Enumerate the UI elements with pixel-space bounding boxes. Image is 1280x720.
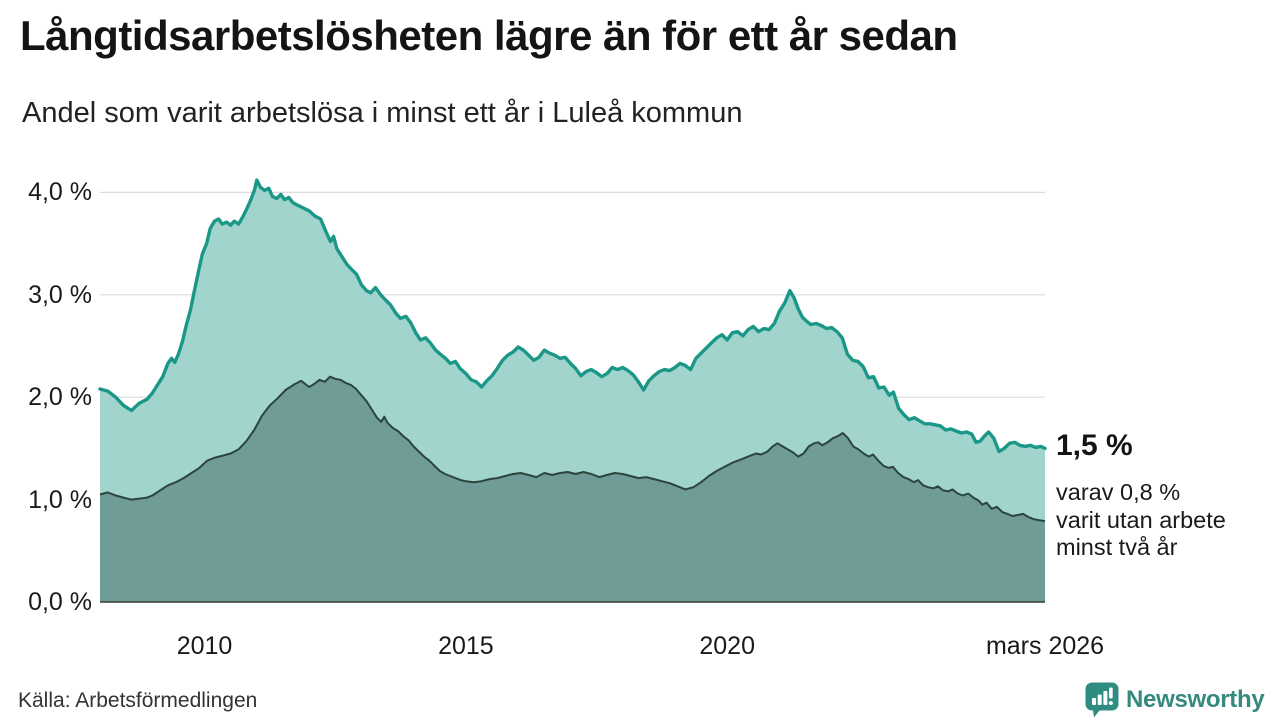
- x-axis-tick-label: 2015: [438, 632, 494, 660]
- chart-title: Långtidsarbetslösheten lägre än för ett …: [20, 12, 958, 59]
- newsworthy-logo-icon: [1085, 682, 1119, 718]
- chart-subtitle: Andel som varit arbetslösa i minst ett å…: [22, 97, 743, 129]
- y-axis-tick-label: 0,0 %: [28, 588, 92, 616]
- area-min-two-years: [100, 376, 1045, 602]
- y-axis-tick-label: 4,0 %: [28, 178, 92, 207]
- annotation-detail-line: minst två år: [1056, 534, 1178, 560]
- annotation-detail-line: varav 0,8 %: [1056, 479, 1181, 505]
- annotation-value-label: 1,5 %: [1056, 429, 1133, 462]
- newsworthy-logo: Newsworthy: [1085, 682, 1265, 718]
- source-label: Källa: Arbetsförmedlingen: [18, 689, 258, 712]
- y-axis-tick-label: 1,0 %: [28, 485, 92, 514]
- line-min-two-years: [99, 375, 1046, 523]
- x-axis-tick-label: 2020: [699, 632, 755, 660]
- x-axis-tick-label: mars 2026: [985, 632, 1105, 660]
- y-axis-tick-label: 3,0 %: [28, 280, 92, 309]
- annotation-detail-line: varit utan arbete: [1056, 506, 1226, 533]
- newsworthy-logo-text: Newsworthy: [1126, 686, 1265, 713]
- y-axis-tick-label: 2,0 %: [28, 383, 92, 412]
- annotation-detail: varav 0,8 % varit utan arbete minst två …: [1056, 479, 1226, 562]
- line-min-one-year: [98, 178, 1047, 454]
- x-axis-tick-label: 2010: [176, 632, 233, 660]
